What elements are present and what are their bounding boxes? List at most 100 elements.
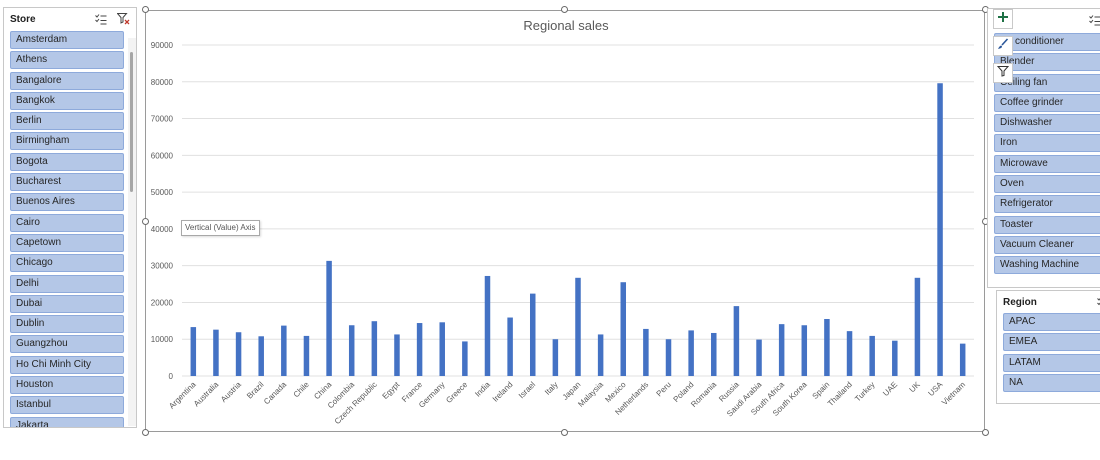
bar[interactable] xyxy=(846,331,853,376)
store-slicer: Store Amsterdam Athens Bangalore Bangkok Ber… xyxy=(3,7,137,428)
resize-handle-top-left[interactable] xyxy=(142,6,149,13)
bar[interactable] xyxy=(439,322,445,376)
x-tick-label: Israel xyxy=(517,380,537,400)
bar[interactable] xyxy=(371,321,378,376)
y-tick-label: 90000 xyxy=(151,41,174,50)
bar[interactable] xyxy=(801,325,808,376)
bar[interactable] xyxy=(892,340,898,376)
bar[interactable] xyxy=(394,334,400,376)
bar[interactable] xyxy=(235,332,242,376)
store-slicer-item[interactable]: Guangzhou xyxy=(10,335,124,354)
product-slicer-item[interactable]: Toaster xyxy=(994,215,1100,234)
x-tick-label: Canada xyxy=(262,380,289,407)
store-slicer-item[interactable]: Bangalore xyxy=(10,71,124,90)
bar[interactable] xyxy=(416,323,423,376)
store-slicer-item[interactable]: Bogota xyxy=(10,152,124,171)
store-slicer-item[interactable]: Houston xyxy=(10,376,124,395)
store-slicer-scrollbar[interactable] xyxy=(128,38,136,426)
bar[interactable] xyxy=(711,332,717,376)
x-tick-label: UAE xyxy=(881,380,899,398)
y-tick-label: 0 xyxy=(169,372,174,381)
product-slicer-item[interactable]: Oven xyxy=(994,175,1100,194)
store-slicer-item[interactable]: Buenos Aires xyxy=(10,193,124,212)
store-slicer-scroll-thumb[interactable] xyxy=(130,52,133,192)
region-slicer-item[interactable]: EMEA xyxy=(1003,333,1100,352)
store-slicer-item[interactable]: Birmingham xyxy=(10,132,124,151)
multi-select-icon[interactable] xyxy=(1096,295,1100,309)
bar[interactable] xyxy=(597,334,604,376)
bar[interactable] xyxy=(937,83,943,376)
product-slicer-list: Air conditioner Blender Ceiling fan Coffee … xyxy=(994,33,1100,289)
product-slicer-item[interactable]: Coffee grinder xyxy=(994,93,1100,112)
bar[interactable] xyxy=(643,328,649,376)
store-slicer-item[interactable]: Delhi xyxy=(10,274,124,293)
store-slicer-item[interactable]: Ho Chi Minh City xyxy=(10,355,124,374)
bar[interactable] xyxy=(778,324,785,376)
bar[interactable] xyxy=(462,341,468,376)
product-slicer-item[interactable]: Dishwasher xyxy=(994,114,1100,133)
multi-select-icon[interactable] xyxy=(94,12,108,26)
x-tick-label: Spain xyxy=(810,380,831,401)
store-slicer-item[interactable]: Berlin xyxy=(10,112,124,131)
bar[interactable] xyxy=(348,325,355,376)
region-slicer-item[interactable]: APAC xyxy=(1003,313,1100,331)
bar[interactable] xyxy=(213,329,219,376)
bar[interactable] xyxy=(507,317,513,376)
resize-handle-bottom-left[interactable] xyxy=(142,429,149,436)
bar[interactable] xyxy=(620,282,627,376)
store-slicer-item[interactable]: Amsterdam xyxy=(10,31,124,49)
product-slicer-item[interactable]: Iron xyxy=(994,134,1100,153)
resize-handle-bottom[interactable] xyxy=(561,429,568,436)
bar[interactable] xyxy=(756,339,762,376)
bar[interactable] xyxy=(733,306,740,376)
bar[interactable] xyxy=(665,339,672,376)
bar[interactable] xyxy=(914,277,921,376)
product-slicer-item[interactable]: Blender xyxy=(994,53,1100,72)
store-slicer-item[interactable]: Chicago xyxy=(10,254,124,273)
bar[interactable] xyxy=(824,318,830,376)
product-slicer-item[interactable]: Washing Machine xyxy=(994,256,1100,275)
store-slicer-item[interactable]: Istanbul xyxy=(10,396,124,415)
region-slicer-item[interactable]: NA xyxy=(1003,373,1100,392)
store-slicer-header: Store xyxy=(4,8,136,30)
bar[interactable] xyxy=(959,343,966,376)
bar[interactable] xyxy=(869,335,875,376)
store-slicer-item[interactable]: Capetown xyxy=(10,233,124,252)
product-slicer-item[interactable]: Refrigerator xyxy=(994,195,1100,214)
bar[interactable] xyxy=(326,260,332,376)
bar[interactable] xyxy=(529,293,536,376)
x-tick-label: Romania xyxy=(689,380,718,409)
chart-filters-button[interactable] xyxy=(993,63,1013,83)
bar[interactable] xyxy=(303,335,310,376)
multi-select-icon[interactable] xyxy=(1088,13,1100,27)
store-slicer-item[interactable]: Jakarta xyxy=(10,416,124,427)
store-slicer-item[interactable]: Dubai xyxy=(10,294,124,313)
bar[interactable] xyxy=(258,336,264,376)
chart-area[interactable]: Regional sales 0 10000 20000 30000 40000 5000… xyxy=(145,10,985,432)
store-slicer-item[interactable]: Dublin xyxy=(10,315,124,334)
region-slicer-item[interactable]: LATAM xyxy=(1003,353,1100,372)
bar[interactable] xyxy=(575,277,581,376)
bar[interactable] xyxy=(552,339,559,376)
resize-handle-left[interactable] xyxy=(142,218,149,225)
bar[interactable] xyxy=(281,325,287,376)
bar[interactable] xyxy=(484,275,491,376)
x-tick-label: UK xyxy=(908,380,923,395)
chart-styles-button[interactable] xyxy=(993,36,1013,56)
x-tick-label: Peru xyxy=(655,380,673,398)
product-slicer-item[interactable]: Vacuum Cleaner xyxy=(994,235,1100,254)
x-tick-label: Ireland xyxy=(491,380,515,404)
bar[interactable] xyxy=(688,330,694,376)
chart-elements-button[interactable] xyxy=(993,9,1013,29)
store-slicer-item[interactable]: Cairo xyxy=(10,213,124,232)
resize-handle-top[interactable] xyxy=(561,6,568,13)
clear-filter-icon[interactable] xyxy=(116,12,130,26)
resize-handle-bottom-right[interactable] xyxy=(982,429,989,436)
store-slicer-item[interactable]: Athens xyxy=(10,51,124,70)
bar[interactable] xyxy=(190,327,197,376)
store-slicer-item[interactable]: Bucharest xyxy=(10,173,124,192)
product-slicer-item[interactable]: Microwave xyxy=(994,154,1100,173)
region-slicer: Region APAC EMEA LATAM NA xyxy=(996,290,1100,404)
region-slicer-header: Region xyxy=(997,291,1100,311)
store-slicer-item[interactable]: Bangkok xyxy=(10,91,124,110)
